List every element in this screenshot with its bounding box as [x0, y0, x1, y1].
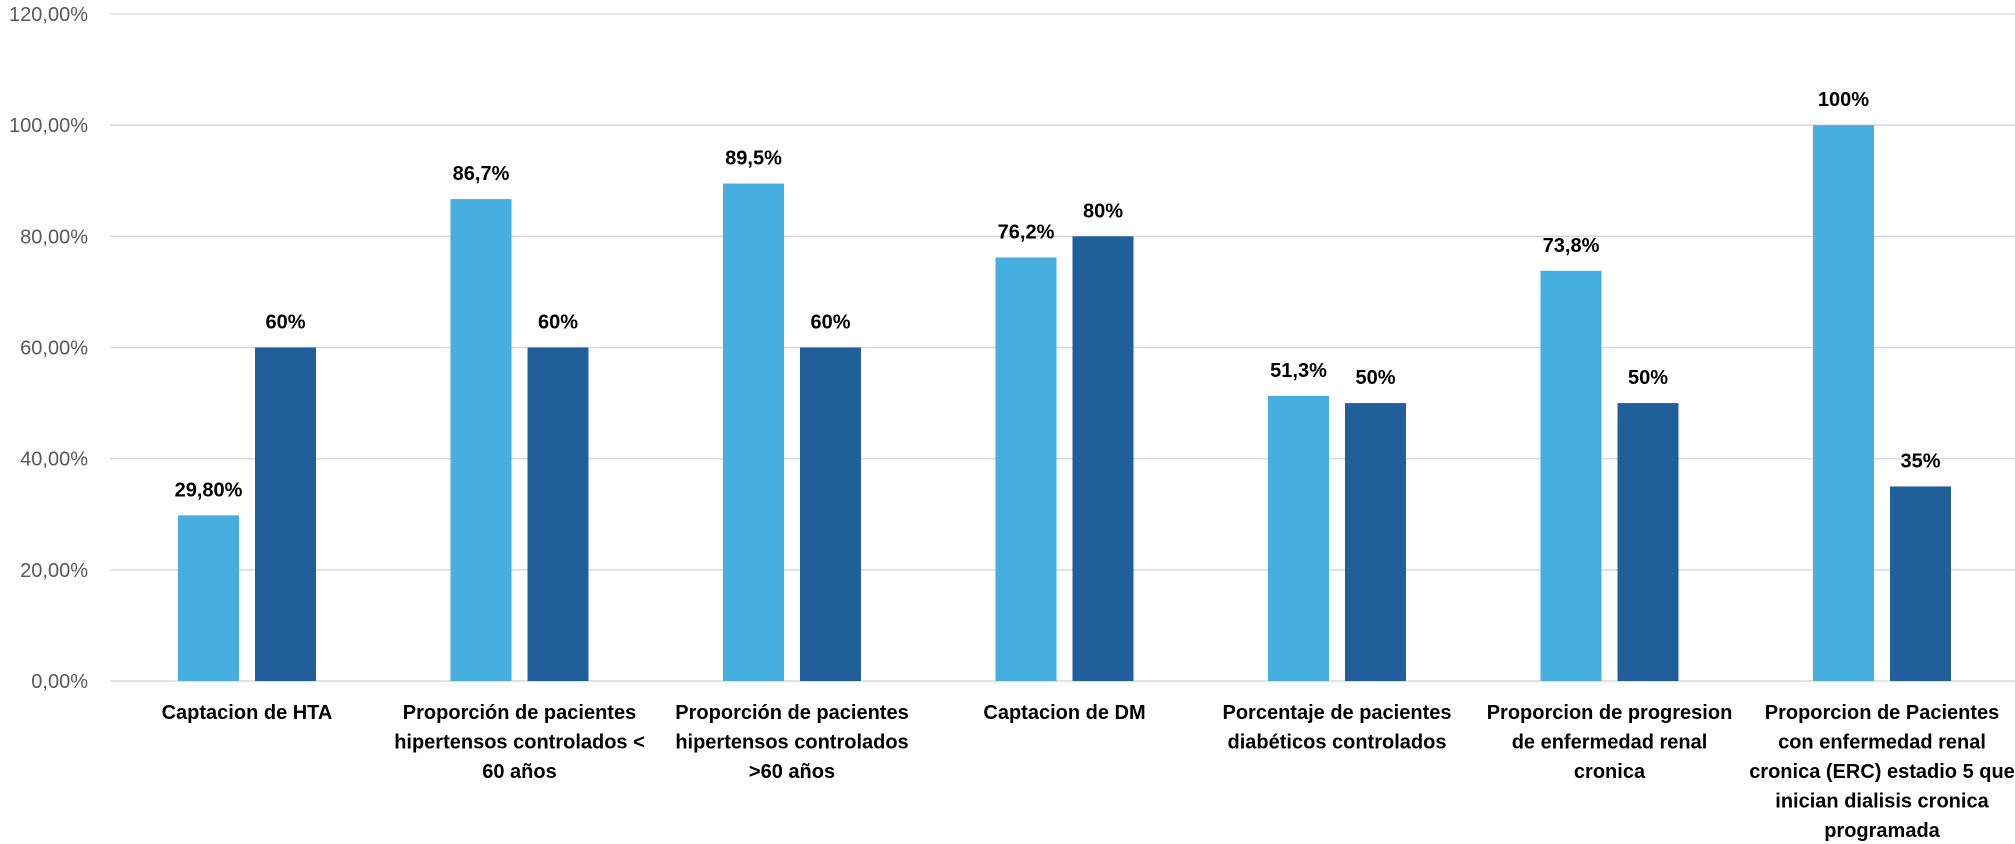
x-tick-label-line: inician dialisis cronica: [1775, 791, 1989, 813]
bar-series-1: [450, 199, 512, 681]
x-tick-label-line: diabéticos controlados: [1228, 732, 1447, 754]
bar-series-1: [1268, 395, 1329, 681]
x-tick-label-line: hipertensos controlados: [675, 732, 908, 754]
data-label: 35%: [1900, 450, 1940, 472]
data-label: 100%: [1818, 89, 1869, 111]
data-label: 60%: [265, 312, 305, 334]
x-tick-label: Proporcion de progresion de enfermedad re…: [1487, 702, 1733, 783]
x-tick-label: Captacion de HTA: [162, 702, 333, 724]
x-tick-label-line: Proporción de pacientes: [675, 702, 908, 724]
data-label: 86,7%: [453, 163, 510, 185]
y-tick-label: 0,00%: [31, 671, 88, 693]
bar-series-1: [995, 257, 1057, 681]
bar-series-2: [1072, 236, 1134, 682]
y-axis-ticks: 0,00% 20,00% 40,00% 60,00% 80,00% 100,00% 120,…: [9, 4, 88, 693]
bar-series-2: [1617, 403, 1679, 681]
data-label: 76,2%: [998, 221, 1055, 243]
data-label: 80%: [1083, 200, 1123, 222]
y-tick-label: 40,00%: [20, 449, 88, 471]
x-tick-label: Captacion de DM: [983, 702, 1145, 724]
data-label: 73,8%: [1543, 235, 1600, 257]
bar-series-1: [723, 183, 784, 681]
data-label: 50%: [1355, 367, 1395, 389]
bar-series-2: [527, 347, 589, 681]
x-tick-label: Proporción de pacientes hipertensos contr…: [394, 702, 645, 783]
data-label: 50%: [1628, 367, 1668, 389]
x-tick-label: Proporción de pacientes hipertensos contr…: [675, 702, 908, 783]
x-tick-label-line: Porcentaje de pacientes: [1223, 702, 1452, 724]
y-tick-label: 60,00%: [20, 338, 88, 360]
x-tick-label-line: Proporción de pacientes: [403, 702, 636, 724]
y-tick-label: 80,00%: [20, 226, 88, 248]
x-tick-label-line: Captacion de HTA: [162, 702, 333, 724]
x-tick-label-line: Captacion de DM: [983, 702, 1145, 724]
x-tick-label-line: Proporcion de progresion: [1487, 702, 1733, 724]
bar-series-1: [178, 515, 239, 681]
bar-series-2: [1890, 486, 1951, 681]
x-tick-label-line: de enfermedad renal: [1512, 732, 1708, 754]
x-tick-label: Proporcion de Pacientes con enfermedad re…: [1749, 702, 2015, 842]
x-tick-label-line: >60 años: [749, 761, 835, 783]
bar-series-1: [1813, 125, 1874, 681]
data-label: 60%: [810, 312, 850, 334]
y-gridlines: [110, 13, 2015, 682]
x-tick-label-line: programada: [1824, 820, 1940, 842]
y-tick-label: 120,00%: [9, 4, 88, 26]
y-tick-label: 20,00%: [20, 560, 88, 582]
bar-series-2: [1345, 403, 1406, 681]
data-label: 51,3%: [1270, 360, 1327, 382]
bar-series-1: [1540, 270, 1602, 681]
x-tick-label-line: cronica: [1574, 761, 1646, 783]
data-label: 29,80%: [175, 479, 243, 501]
x-tick-label-line: 60 años: [482, 761, 556, 783]
data-label: 60%: [538, 312, 578, 334]
x-tick-label-line: cronica (ERC) estadio 5 que: [1749, 761, 2015, 783]
bar-series-2: [800, 347, 861, 681]
data-labels: 29,80% 60% 86,7% 60% 89,5% 60% 76,2% 80% 51,3% 50…: [175, 89, 1941, 501]
x-axis-categories: Captacion de HTA Proporción de pacientes h…: [162, 702, 2015, 842]
bars: [178, 125, 1951, 682]
bar-series-2: [255, 347, 316, 681]
x-tick-label: Porcentaje de pacientes diabéticos contro…: [1223, 702, 1452, 754]
data-label: 89,5%: [725, 148, 782, 170]
y-tick-label: 100,00%: [9, 115, 88, 137]
x-tick-label-line: Proporcion de Pacientes: [1765, 702, 2000, 724]
x-tick-label-line: hipertensos controlados <: [394, 732, 645, 754]
x-tick-label-line: con enfermedad renal: [1778, 732, 1986, 754]
